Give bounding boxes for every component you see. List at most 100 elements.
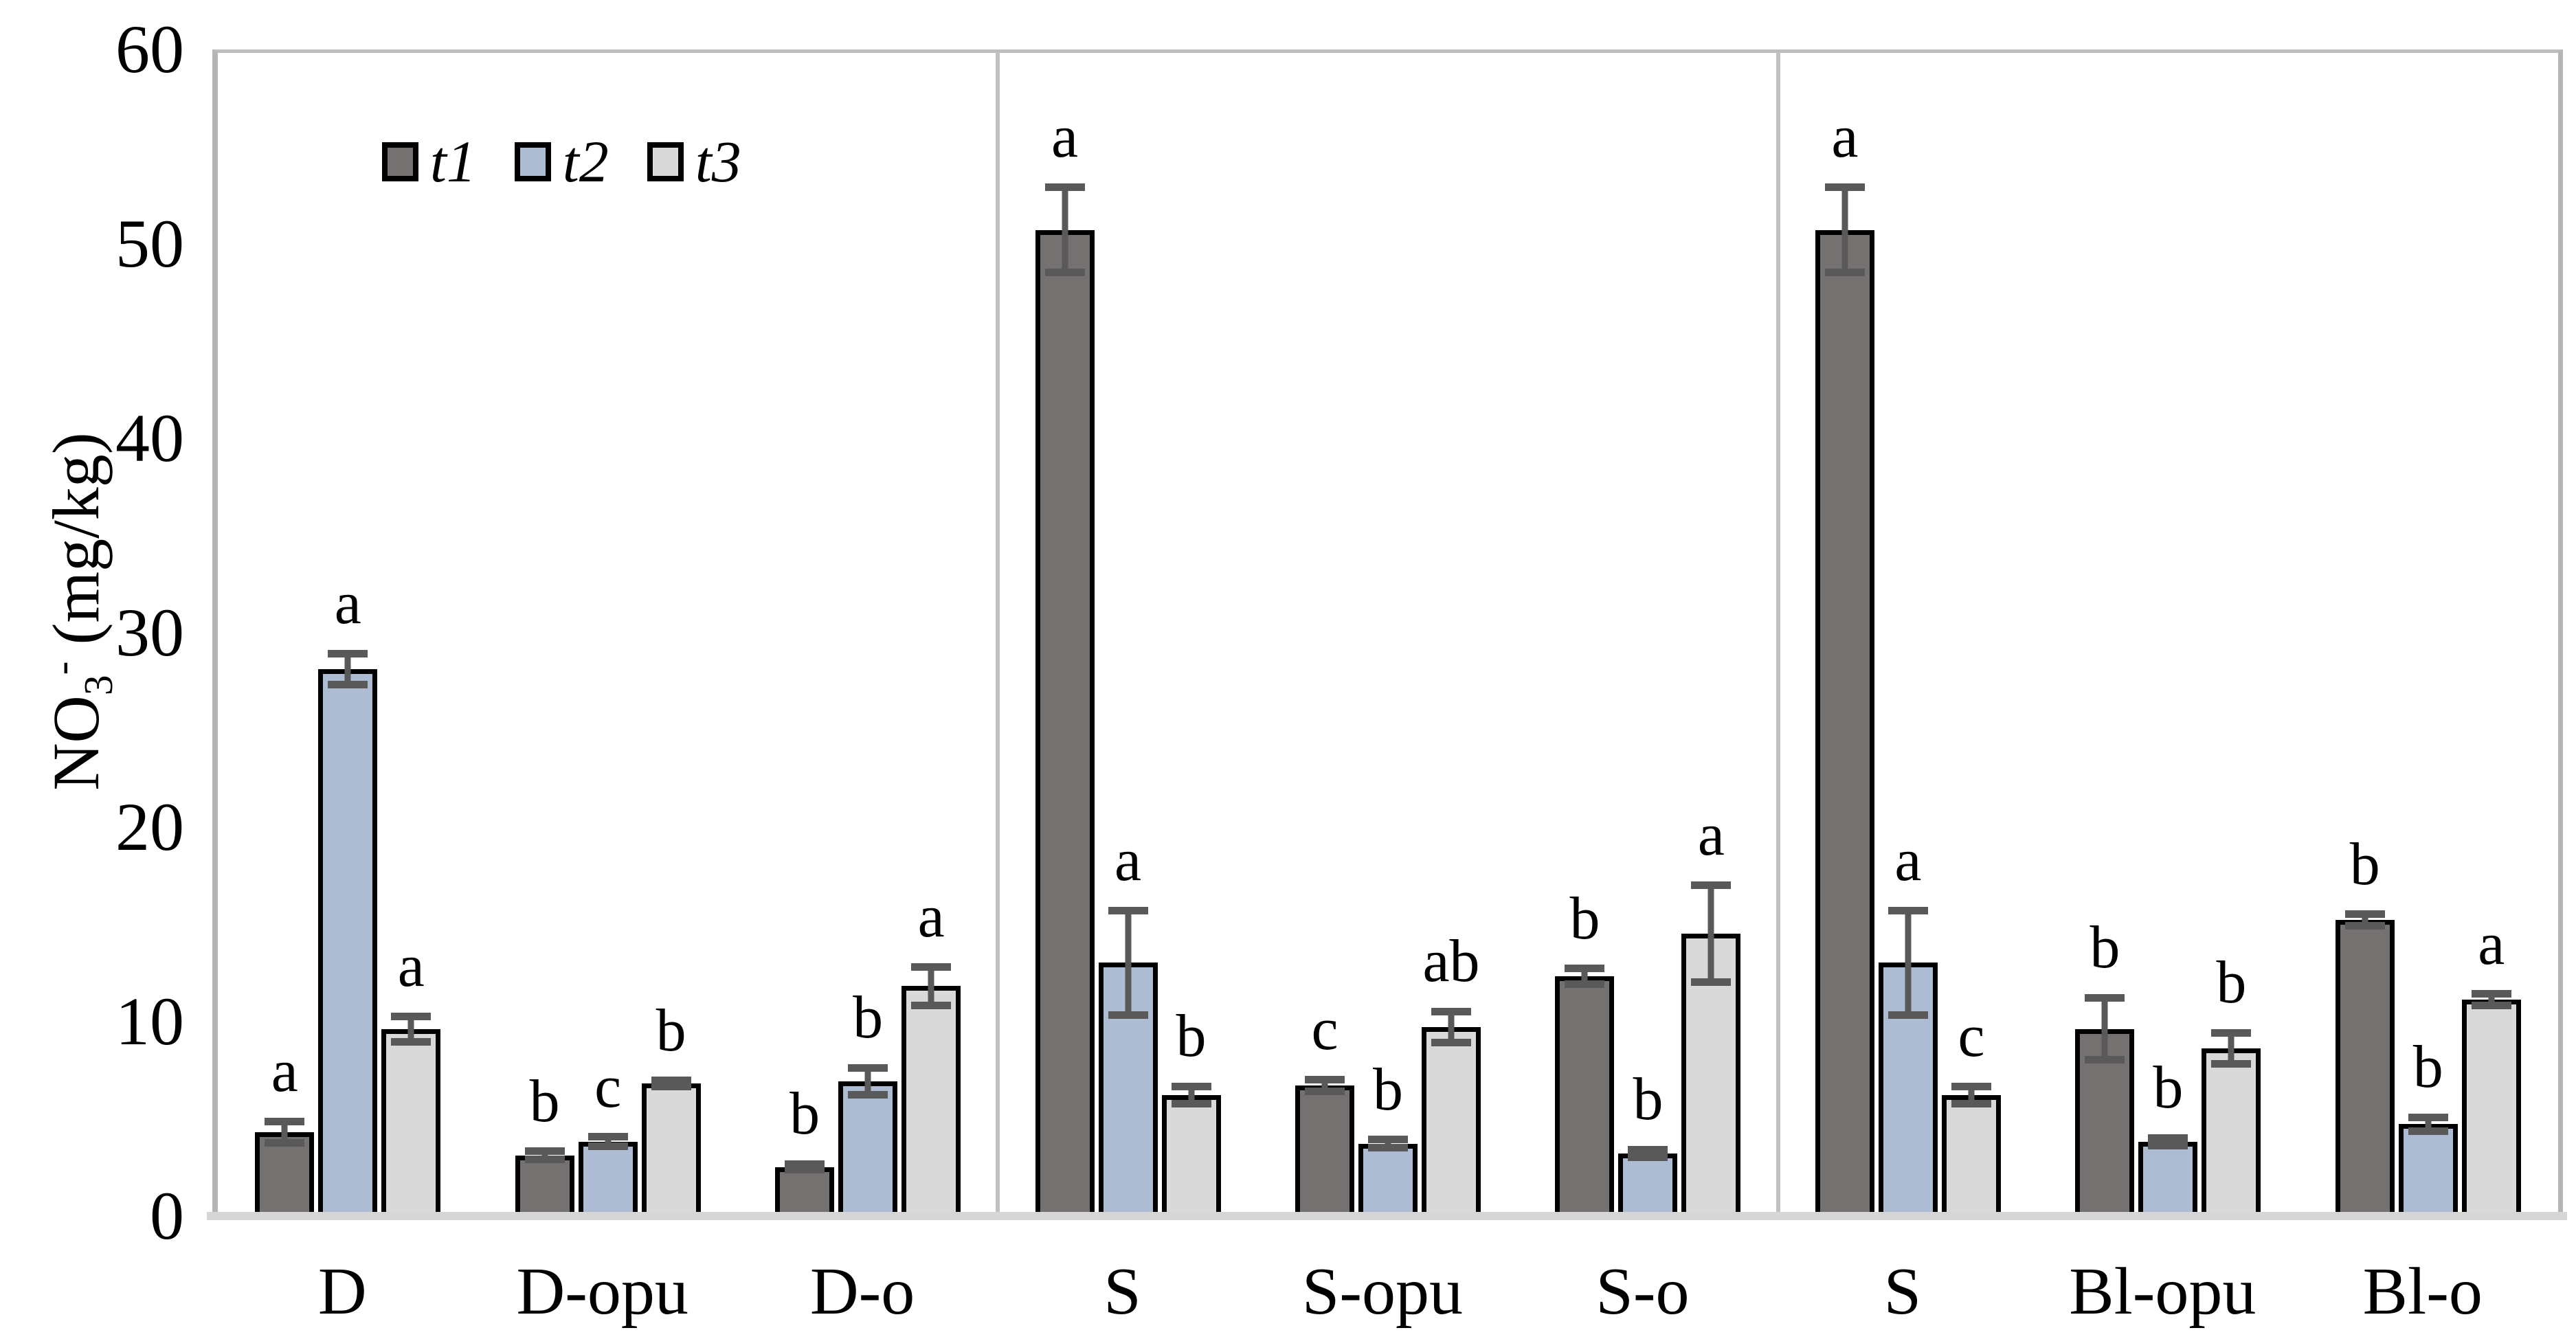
bar-slot: b — [2075, 53, 2135, 1219]
legend-swatch-t2-icon — [514, 142, 551, 181]
significance-letter: b — [1569, 885, 1600, 952]
bar-group: a a b — [998, 53, 1257, 1219]
error-bar-stem — [1125, 910, 1132, 1015]
error-bar-cap-bottom — [1367, 1143, 1408, 1151]
bar-t3 — [641, 1083, 701, 1219]
error-bar-cap-bottom — [2085, 1056, 2125, 1064]
error-bar-stem — [1905, 910, 1912, 1015]
x-axis-label: D-opu — [516, 1254, 688, 1329]
significance-letter: a — [1831, 104, 1859, 171]
bar-t2 — [2138, 1141, 2198, 1219]
significance-letter: b — [2216, 949, 2247, 1017]
significance-letter: b — [2412, 1034, 2443, 1101]
bar-slot: a — [381, 53, 441, 1219]
significance-letter: a — [1697, 802, 1725, 869]
y-axis-tick-label: 50 — [115, 205, 184, 282]
error-bar-cap-top — [1108, 906, 1148, 914]
error-bar-cap-bottom — [651, 1082, 691, 1090]
significance-letter: b — [656, 997, 686, 1064]
error-bar-stem — [864, 1068, 871, 1095]
significance-letter: ab — [1422, 928, 1480, 995]
legend-item-t3: t3 — [647, 132, 741, 191]
error-bar-cap-bottom — [1171, 1100, 1211, 1108]
y-axis-title-base: NO — [39, 695, 113, 791]
bar-slot: b — [515, 53, 574, 1219]
x-axis-label: Bl-o — [2362, 1254, 2483, 1329]
error-bar-cap-top — [911, 963, 952, 971]
panel-divider-line — [996, 53, 1000, 1219]
error-bar-cap-bottom — [1044, 269, 1085, 277]
error-bar-cap-bottom — [2211, 1060, 2252, 1068]
error-bar-cap-bottom — [2344, 922, 2385, 930]
bar-slot: c — [1295, 53, 1354, 1219]
legend-label: t1 — [430, 128, 476, 194]
significance-letter: c — [1958, 1003, 1985, 1070]
error-bar-cap-top — [2211, 1028, 2252, 1037]
bar-slot: a — [901, 53, 961, 1219]
bar-group: a a c — [1778, 53, 2038, 1219]
significance-letter: b — [2349, 831, 2380, 898]
error-bar-cap-top — [524, 1147, 565, 1156]
bar-t3 — [901, 986, 961, 1219]
significance-letter: b — [1633, 1066, 1664, 1134]
bar-t2 — [838, 1081, 898, 1219]
error-bar-cap-top — [1565, 965, 1605, 973]
bar-slot: b — [1618, 53, 1678, 1219]
bar-t3 — [1161, 1094, 1221, 1219]
error-bar-cap-top — [848, 1064, 888, 1072]
bar-t2 — [1618, 1153, 1678, 1219]
bar-t3 — [1941, 1094, 2001, 1219]
error-bar-stem — [2488, 993, 2495, 1006]
error-bar-cap-top — [2408, 1113, 2448, 1121]
error-bar-stem — [928, 967, 934, 1006]
bar-slot: a — [1815, 53, 1874, 1219]
error-bar-cap-top — [328, 649, 368, 657]
bar-t3 — [2461, 1000, 2521, 1219]
error-bar-stem — [2362, 914, 2368, 926]
error-bar-cap-top — [391, 1012, 432, 1020]
bar-slot: b — [2138, 53, 2198, 1219]
error-bar-stem — [1841, 187, 1848, 273]
legend-label: t2 — [562, 128, 609, 194]
error-bar-stem — [541, 1151, 548, 1160]
error-bar-cap-top — [2344, 910, 2385, 919]
significance-letter: c — [1311, 996, 1339, 1064]
bar-slot: a — [1098, 53, 1158, 1219]
bar-slot: a — [1681, 53, 1741, 1219]
bar-t3 — [1421, 1026, 1481, 1219]
error-bar-cap-bottom — [1565, 980, 1605, 989]
error-bar-stem — [2164, 1138, 2171, 1146]
error-bar-cap-top — [1044, 183, 1085, 191]
significance-letter: a — [1894, 827, 1922, 894]
bar-t2 — [1358, 1143, 1418, 1219]
x-axis-label: D — [317, 1254, 367, 1329]
error-bar-stem — [1581, 968, 1588, 984]
significance-letter: a — [917, 884, 945, 951]
legend-label: t3 — [695, 128, 741, 194]
bar-slot: b — [1358, 53, 1418, 1219]
error-bar-cap-bottom — [1628, 1153, 1668, 1161]
error-bar-cap-bottom — [1951, 1100, 1991, 1108]
y-axis-tick-label: 40 — [115, 400, 184, 476]
bar-slot: b — [775, 53, 835, 1219]
error-bar-cap-top — [2471, 990, 2511, 998]
error-bar-stem — [1385, 1139, 1391, 1148]
significance-letter: a — [334, 570, 361, 638]
error-bar-stem — [407, 1016, 414, 1042]
error-bar-stem — [2425, 1117, 2432, 1132]
significance-letter: c — [594, 1053, 622, 1121]
error-bar-cap-top — [1691, 881, 1732, 889]
y-axis-tick-label: 10 — [115, 983, 184, 1059]
error-bar-cap-top — [651, 1077, 691, 1085]
bar-group: b b a — [1518, 53, 1778, 1219]
significance-letter: a — [1115, 827, 1142, 894]
bar-t1 — [1295, 1085, 1354, 1219]
error-bar-stem — [1062, 187, 1068, 273]
error-bar-cap-bottom — [848, 1091, 888, 1099]
error-bar-stem — [2228, 1033, 2235, 1064]
bar-t1 — [2335, 920, 2395, 1219]
bar-t1 — [515, 1155, 574, 1219]
bar-t2 — [2398, 1124, 2458, 1219]
significance-letter: b — [529, 1068, 560, 1135]
